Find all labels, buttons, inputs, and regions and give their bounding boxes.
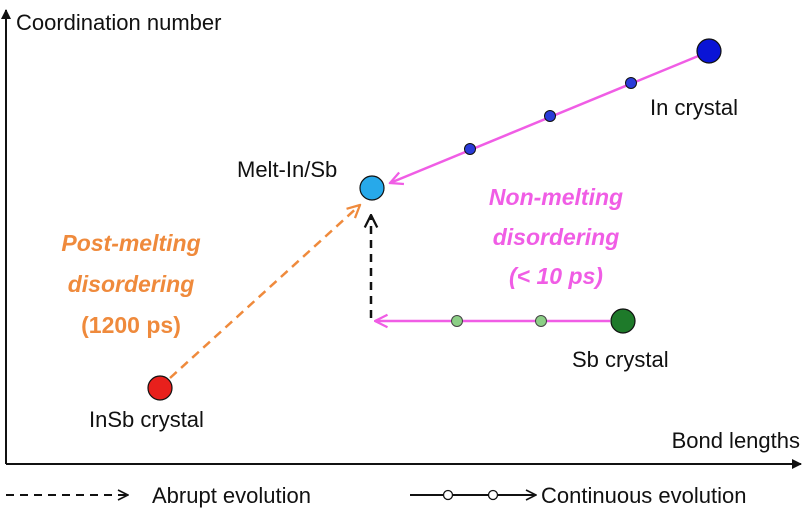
- in-path-point-3: [464, 143, 476, 155]
- post-melting-line3: (1200 ps): [81, 312, 181, 338]
- insb-crystal-label: InSb crystal: [89, 407, 204, 432]
- post-melting-line1: Post-melting: [61, 230, 200, 256]
- melt-node: [359, 175, 385, 201]
- in-path-point-2: [544, 110, 556, 122]
- post-melting-arrow: [169, 205, 360, 379]
- in-crystal-node: [696, 38, 722, 64]
- sb-crystal-node: [610, 308, 636, 334]
- x-axis-label: Bond lengths: [672, 428, 800, 453]
- post-melting-line2: disordering: [68, 271, 195, 297]
- non-melting-line2: disordering: [493, 224, 620, 250]
- melt-label: Melt-In/Sb: [237, 157, 337, 182]
- in-path-point-1: [625, 77, 637, 89]
- in-crystal-label: In crystal: [650, 95, 738, 120]
- legend-continuous-label: Continuous evolution: [541, 483, 746, 508]
- non-melting-line3: (< 10 ps): [509, 263, 603, 289]
- legend-continuous-point-2: [487, 489, 499, 501]
- y-axis-label: Coordination number: [16, 10, 221, 35]
- non-melting-line1: Non-melting: [489, 184, 623, 210]
- sb-path-point-1: [535, 315, 547, 327]
- sb-crystal-label: Sb crystal: [572, 347, 669, 372]
- legend-abrupt-label: Abrupt evolution: [152, 483, 311, 508]
- sb-path-point-2: [451, 315, 463, 327]
- legend-continuous-point-1: [442, 489, 454, 501]
- insb-crystal-node: [147, 375, 173, 401]
